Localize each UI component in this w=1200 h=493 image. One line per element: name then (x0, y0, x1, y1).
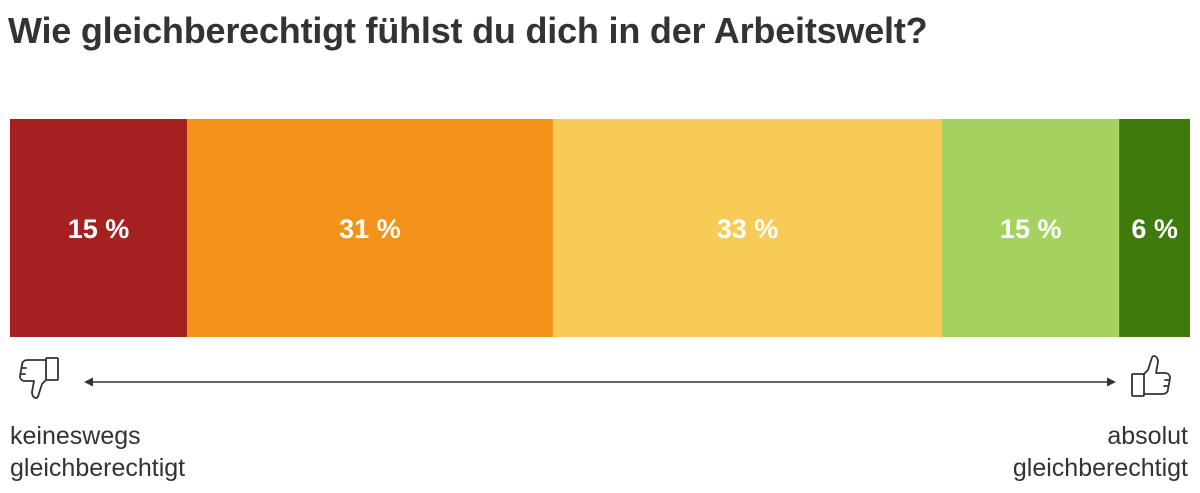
scale-arrow (84, 374, 1116, 390)
scale-label-right-line1: absolut (1107, 422, 1188, 450)
bar-segment-label-2: 31 % (339, 214, 401, 244)
scale-label-left: keineswegs gleichberechtigt (10, 420, 185, 484)
bar-segment-3 (552, 119, 943, 337)
scale-label-right-line2: gleichberechtigt (1012, 454, 1188, 482)
bar-segment-1 (10, 119, 188, 337)
bar-segment-2 (187, 119, 554, 337)
thumbs-down-icon (12, 350, 64, 406)
stacked-bar-chart: 15 % 31 % 33 % 15 % 6 % (10, 119, 1190, 337)
chart-title: Wie gleichberechtigt fühlst du dich in d… (8, 10, 928, 51)
bar-segment-label-5: 6 % (1131, 214, 1178, 244)
scale-label-left-line2: gleichberechtigt (10, 454, 186, 482)
scale-label-right: absolut gleichberechtigt (1013, 420, 1188, 484)
bar-segment-5 (1119, 119, 1190, 337)
thumbs-up-icon (1128, 350, 1180, 406)
bar-segment-label-3: 33 % (717, 214, 779, 244)
bar-segment-4 (942, 119, 1120, 337)
bar-segment-label-1: 15 % (68, 214, 130, 244)
bar-segment-label-4: 15 % (1000, 214, 1062, 244)
scale-label-left-line1: keineswegs (10, 422, 141, 450)
scale-axis (0, 350, 1200, 420)
stacked-bar-container: 15 % 31 % 33 % 15 % 6 % (10, 119, 1190, 337)
